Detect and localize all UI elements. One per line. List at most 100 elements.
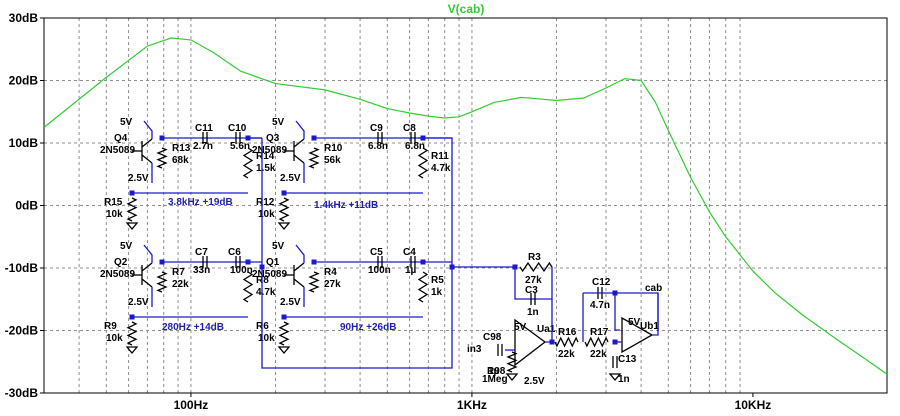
resistor-symbol xyxy=(126,197,138,222)
schematic-label: C7 xyxy=(195,247,208,258)
schematic-label: 5V xyxy=(120,117,133,128)
schematic-label: 1.4kHz +11dB xyxy=(314,200,378,211)
ground-symbol xyxy=(277,346,291,355)
x-tick-label: 1KHz xyxy=(457,398,487,412)
x-tick-label: 10KHz xyxy=(735,398,772,412)
resistor-symbol xyxy=(506,351,518,373)
opamp-symbol xyxy=(514,318,547,367)
schematic-label: R3 xyxy=(528,252,541,263)
y-tick-label: -20dB xyxy=(5,324,39,338)
schematic-label: 90Hz +26dB xyxy=(340,322,396,333)
resistor-symbol xyxy=(126,321,138,346)
capacitor-symbol xyxy=(530,293,536,305)
schematic-label: Q4 xyxy=(114,133,128,144)
schematic-label: 5.6n xyxy=(230,141,250,152)
capacitor-symbol xyxy=(235,256,241,268)
resistor-symbol xyxy=(584,336,609,348)
capacitor-symbol xyxy=(202,132,208,144)
capacitor-symbol xyxy=(377,132,383,144)
schematic-label: C13 xyxy=(618,354,637,365)
schematic-label: 2.7n xyxy=(193,141,213,152)
schematic-label: Q3 xyxy=(266,133,280,144)
ground-symbol xyxy=(608,373,622,382)
resistor-symbol xyxy=(308,147,320,169)
schematic-label: R17 xyxy=(590,327,609,338)
resistor-symbol xyxy=(417,271,429,303)
schematic-label: Ua1 xyxy=(537,324,556,335)
ground-symbol xyxy=(125,346,139,355)
schematic-label: 100n xyxy=(368,265,391,276)
y-tick-label: 30dB xyxy=(9,11,39,25)
schematic-label: R4 xyxy=(324,267,337,278)
wire xyxy=(583,292,620,331)
schematic-label: C10 xyxy=(228,123,247,134)
schematic-label: R15 xyxy=(104,197,123,208)
schematic-label: 4.7n xyxy=(590,300,610,311)
capacitor-symbol xyxy=(410,256,416,268)
schematic-label: R5 xyxy=(431,275,444,286)
schematic-label: Q1 xyxy=(266,257,280,268)
schematic-label: 2.5V xyxy=(280,297,301,308)
schematic-label: 5V xyxy=(628,317,641,328)
schematic-label: C4 xyxy=(403,247,416,258)
transistor-symbol xyxy=(284,262,305,288)
trace-line-v-cab[interactable] xyxy=(43,37,888,375)
junction xyxy=(129,314,135,320)
schematic-label: C98 xyxy=(483,332,502,343)
schematic-label: 4.7k xyxy=(431,163,451,174)
schematic-label: 1k xyxy=(431,287,443,298)
schematic-label: 33n xyxy=(193,265,210,276)
y-tick-label: -10dB xyxy=(5,261,39,275)
schematic-label: 6.8n xyxy=(405,141,425,152)
capacitor-symbol xyxy=(202,256,208,268)
schematic-label: 56k xyxy=(324,155,341,166)
schematic-label: 2N5089 xyxy=(252,269,287,280)
y-tick-label: 20dB xyxy=(9,74,39,88)
schematic-label: 2.5V xyxy=(280,173,301,184)
schematic-label: C3 xyxy=(525,285,538,296)
junction xyxy=(549,339,555,345)
wire xyxy=(261,137,453,369)
schematic-label: 22k xyxy=(172,279,189,290)
resistor-symbol xyxy=(156,147,168,169)
wire xyxy=(514,267,553,300)
resistor-symbol xyxy=(554,336,579,348)
schematic-label: R98 xyxy=(487,366,506,377)
schematic-label: 2.5V xyxy=(128,297,149,308)
junction xyxy=(420,259,426,265)
schematic-label: 27k xyxy=(525,275,542,286)
capacitor-symbol xyxy=(497,344,503,356)
schematic-label: 5V xyxy=(272,117,285,128)
schematic-label: R12 xyxy=(256,197,275,208)
schematic-label: R10 xyxy=(324,143,343,154)
wire xyxy=(295,244,305,263)
junction xyxy=(245,259,251,265)
schematic-label: 22k xyxy=(590,349,607,360)
schematic-label: in3 xyxy=(467,344,482,355)
schematic-label: 2.5V xyxy=(524,376,545,387)
schematic-label: 10k xyxy=(106,209,123,220)
schematic-label: 2N5089 xyxy=(252,145,287,156)
transistor-symbol xyxy=(132,262,153,288)
resistor-symbol xyxy=(278,197,290,222)
schematic-label: Ub1 xyxy=(640,321,659,332)
schematic-label: 1µ xyxy=(488,366,500,377)
schematic-label: 2N5089 xyxy=(100,269,135,280)
transistor-symbol xyxy=(284,138,305,164)
schematic-label: 10k xyxy=(106,333,123,344)
plot-grid xyxy=(44,18,887,393)
junction xyxy=(281,190,287,196)
capacitor-symbol xyxy=(612,356,618,368)
schematic-label: R9 xyxy=(104,321,117,332)
schematic-label: 22k xyxy=(558,349,575,360)
schematic-label: C11 xyxy=(195,123,213,134)
trace-title[interactable]: V(cab) xyxy=(448,2,485,16)
schematic-label: 10k xyxy=(258,209,275,220)
wire xyxy=(545,299,553,343)
junction xyxy=(245,135,251,141)
x-axis: 100Hz 1KHz 10KHz xyxy=(174,393,772,412)
opamp-symbol xyxy=(621,316,654,354)
schematic-label: C9 xyxy=(370,123,383,134)
